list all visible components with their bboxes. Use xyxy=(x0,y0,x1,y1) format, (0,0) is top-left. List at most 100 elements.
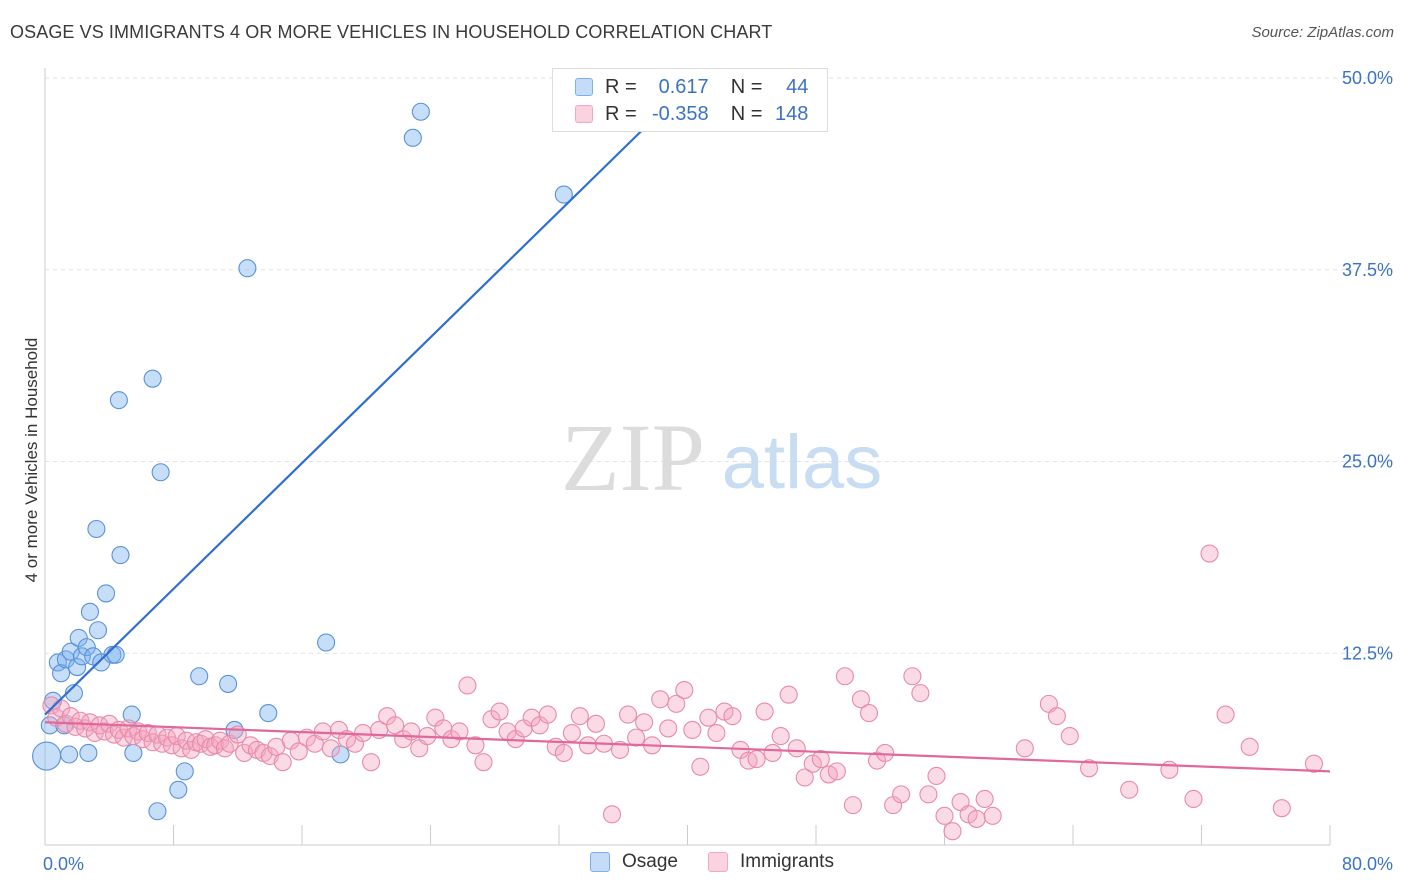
y-tick-label: 12.5% xyxy=(1342,643,1393,663)
immigrants-point xyxy=(162,736,181,755)
immigrants-point xyxy=(659,719,678,738)
immigrants-point xyxy=(699,708,718,727)
legend-r-label: R = xyxy=(605,102,637,125)
immigrants-point xyxy=(927,766,946,786)
y-tick-label: 25.0% xyxy=(1342,452,1393,472)
immigrants-point xyxy=(619,705,638,724)
immigrants-point xyxy=(321,739,340,758)
immigrants-point xyxy=(1160,760,1179,779)
immigrants-point xyxy=(827,762,846,781)
axis-layer xyxy=(44,68,1331,846)
osage-point xyxy=(143,369,162,388)
immigrants-point xyxy=(474,753,493,772)
immigrants-point xyxy=(1060,727,1079,746)
immigrants-point xyxy=(313,722,332,741)
immigrants-point xyxy=(651,690,670,709)
osage-point xyxy=(40,716,59,735)
immigrants-point xyxy=(779,685,798,704)
y-tick-label: 37.5% xyxy=(1342,260,1393,280)
immigrants-point xyxy=(386,716,405,735)
immigrants-point xyxy=(876,743,895,763)
osage-point xyxy=(77,638,96,657)
source-credit: Source: ZipAtlas.com xyxy=(1251,24,1394,41)
immigrants-point xyxy=(903,667,922,686)
immigrants-point xyxy=(1080,759,1099,778)
immigrants-point xyxy=(578,736,597,755)
osage-point xyxy=(169,780,188,799)
legend-r-value: 0.617 xyxy=(658,75,709,98)
immigrants-point xyxy=(538,705,557,724)
x-tick-label: 80.0% xyxy=(1342,854,1393,874)
osage-point xyxy=(238,259,257,278)
immigrants-point xyxy=(763,743,782,763)
osage-point xyxy=(122,705,141,724)
osage-point xyxy=(331,745,350,764)
immigrants-point xyxy=(1216,705,1235,724)
y-axis-label: 4 or more Vehicles in Household xyxy=(22,337,41,583)
immigrants-point xyxy=(466,736,485,755)
immigrants-point xyxy=(80,713,100,732)
osage-point xyxy=(60,745,79,764)
immigrants-point xyxy=(843,796,862,815)
immigrants-point xyxy=(586,714,605,733)
immigrants-point xyxy=(153,734,172,753)
osage-point xyxy=(79,743,98,763)
osage-point xyxy=(148,802,167,821)
osage-swatch xyxy=(590,852,610,872)
osage-point xyxy=(88,621,108,640)
immigrants-swatch xyxy=(575,105,593,123)
chart-title: OSAGE VS IMMIGRANTS 4 OR MORE VEHICLES I… xyxy=(10,22,773,42)
immigrants-point xyxy=(851,690,871,709)
immigrants-point xyxy=(683,720,702,740)
immigrants-point xyxy=(935,806,954,825)
immigrants-point xyxy=(667,694,686,713)
immigrants-point xyxy=(562,723,581,743)
legend-r-value: -0.358 xyxy=(651,102,709,125)
osage-trend-line xyxy=(44,77,697,716)
legend-label-immigrants: Immigrants xyxy=(739,851,834,872)
immigrants-point xyxy=(1120,780,1139,799)
legend-row-immigrants: R = -0.358 N = 148 xyxy=(575,101,808,127)
immigrants-point xyxy=(911,684,930,703)
osage-point xyxy=(190,667,209,686)
immigrants-point xyxy=(835,667,854,686)
immigrants-point xyxy=(61,707,80,726)
immigrants-point xyxy=(707,723,726,743)
osage-point xyxy=(554,185,573,204)
osage-point xyxy=(219,674,238,693)
trend-layer xyxy=(44,77,1331,773)
immigrants-point xyxy=(138,723,157,743)
osage-point xyxy=(80,602,100,621)
series-osage xyxy=(32,102,573,821)
immigrants-point xyxy=(795,768,814,787)
legend-item-immigrants: Immigrants xyxy=(707,851,834,873)
immigrants-point xyxy=(747,750,766,769)
legend-item-osage: Osage xyxy=(590,851,678,873)
osage-point xyxy=(32,741,62,771)
immigrants-point xyxy=(353,723,373,743)
series-legend: Osage Immigrants xyxy=(590,851,864,873)
osage-point xyxy=(52,664,71,683)
immigrants-point xyxy=(1272,799,1291,818)
immigrants-point xyxy=(610,740,630,759)
immigrants-point xyxy=(1304,754,1323,773)
immigrants-point xyxy=(554,743,573,763)
immigrants-point xyxy=(811,750,830,769)
immigrants-point xyxy=(755,702,774,721)
immigrants-point xyxy=(273,753,292,772)
stats-legend: R = 0.617 N = 44 R = -0.358 N = 148 xyxy=(552,68,828,132)
osage-point xyxy=(87,519,106,539)
legend-label-osage: Osage xyxy=(622,851,678,872)
immigrants-point xyxy=(723,707,742,726)
immigrants-swatch xyxy=(707,852,728,872)
legend-row-osage: R = 0.617 N = 44 xyxy=(575,74,808,100)
legend-n-label: N = xyxy=(730,75,763,98)
watermark-zip: ZIP xyxy=(561,404,705,511)
immigrants-point xyxy=(919,785,938,804)
legend-n-label: N = xyxy=(730,102,763,125)
watermark-atlas: atlas xyxy=(722,420,883,505)
osage-point xyxy=(259,704,278,723)
immigrants-point xyxy=(787,739,806,758)
immigrants-point xyxy=(1240,737,1259,756)
series-immigrants xyxy=(42,544,1323,841)
